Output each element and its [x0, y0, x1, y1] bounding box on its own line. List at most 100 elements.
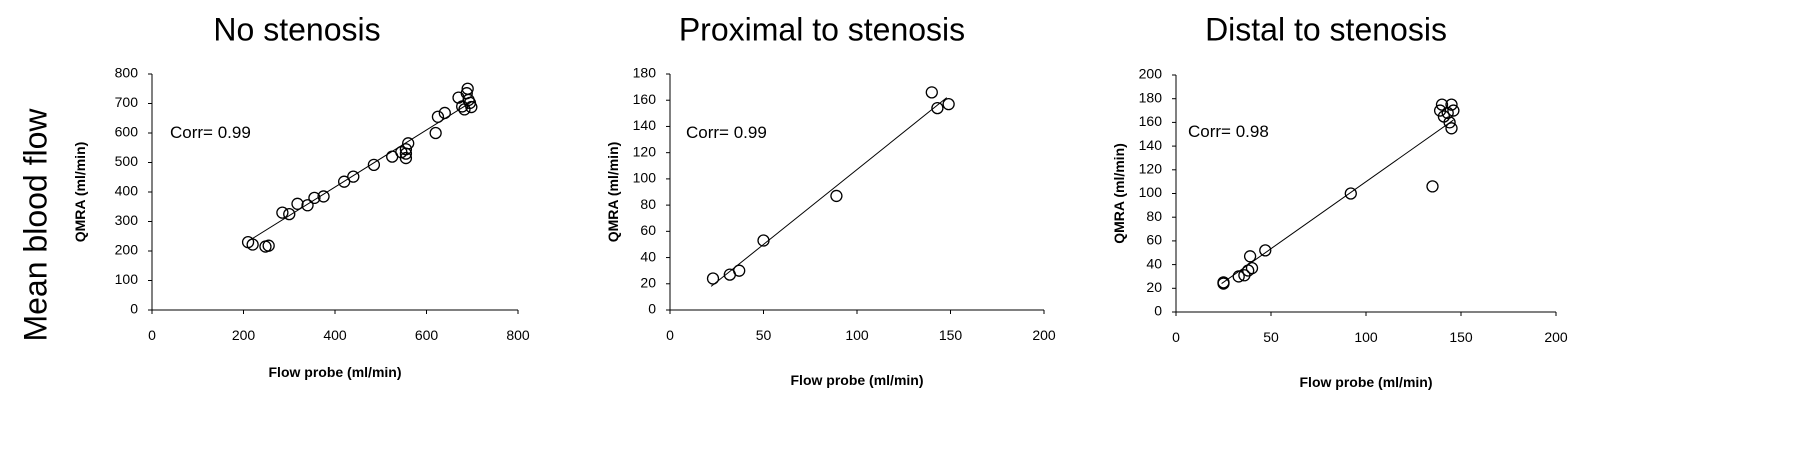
y-tick-label: 500 — [115, 153, 139, 169]
y-tick-label: 120 — [1139, 161, 1163, 177]
data-point — [830, 189, 843, 203]
y-tick-label: 100 — [115, 271, 139, 287]
data-point — [262, 239, 275, 252]
data-point — [1445, 122, 1458, 135]
y-tick-label: 80 — [640, 196, 656, 212]
y-tick-label: 180 — [1139, 89, 1163, 105]
data-point — [1433, 104, 1447, 117]
x-tick-label: 50 — [1263, 329, 1279, 345]
y-tick-label: 600 — [115, 124, 139, 140]
data-point — [706, 272, 720, 285]
y-tick-label: 80 — [1146, 208, 1162, 224]
x-tick-label: 600 — [415, 327, 439, 343]
data-point — [1443, 116, 1456, 129]
data-point — [1435, 98, 1449, 111]
chart-panel-no-stenosis: No stenosis 0 200 400 600 800 0 100 200 300 400 500… — [72, 11, 530, 380]
y-tick-label: 200 — [1139, 66, 1163, 82]
y-tick-label: 40 — [1146, 255, 1162, 271]
x-tick-label: 200 — [1544, 329, 1568, 345]
y-tick-label: 60 — [1146, 232, 1162, 248]
x-axis-label: Flow probe (ml/min) — [791, 372, 924, 388]
y-tick-label: 160 — [633, 91, 657, 107]
data-point — [291, 197, 304, 210]
data-point — [1243, 250, 1257, 263]
data-point — [367, 158, 381, 172]
data-point — [276, 206, 289, 219]
x-tick-label: 800 — [506, 327, 530, 343]
trend-line — [710, 97, 948, 287]
data-point — [942, 98, 955, 111]
x-tick-label: 200 — [232, 327, 256, 343]
chart-panel-proximal-to-stenosis: Proximal to stenosis 0 50 100 150 200 0 20 40 60 8… — [605, 11, 1056, 388]
x-axis-label: Flow probe (ml/min) — [269, 364, 402, 380]
data-point — [317, 190, 330, 203]
x-tick-label: 100 — [1354, 329, 1378, 345]
correlation-annotation: Corr= 0.98 — [1188, 122, 1269, 141]
y-tick-label: 0 — [1154, 303, 1162, 319]
x-tick-label: 100 — [845, 327, 869, 343]
data-point — [733, 264, 746, 277]
correlation-annotation: Corr= 0.99 — [170, 123, 251, 142]
trend-line — [1221, 119, 1454, 284]
x-tick-label: 150 — [939, 327, 963, 343]
chart-title: No stenosis — [213, 11, 380, 47]
y-tick-label: 300 — [115, 212, 139, 228]
x-tick-label: 0 — [666, 327, 674, 343]
data-point — [283, 207, 296, 221]
y-tick-label: 20 — [640, 274, 656, 290]
data-point — [1447, 104, 1460, 117]
y-tick-label: 0 — [130, 301, 138, 317]
chart-panel-distal-to-stenosis: Distal to stenosis 0 50 100 150 200 0 20 40 60 80 1… — [1111, 11, 1568, 390]
y-axis-label: QMRA (ml/min) — [72, 142, 88, 243]
data-point — [1344, 187, 1357, 200]
y-tick-label: 160 — [1139, 113, 1163, 129]
data-point — [1245, 262, 1259, 275]
data-point — [402, 137, 415, 150]
y-tick-label: 180 — [633, 65, 657, 81]
data-point — [931, 101, 944, 115]
data-point — [399, 143, 413, 156]
data-point — [1259, 244, 1272, 257]
data-point — [1445, 98, 1458, 111]
y-tick-label: 400 — [115, 183, 139, 199]
data-point — [337, 175, 351, 188]
y-axis-label: QMRA (ml/min) — [605, 142, 621, 243]
data-point — [438, 106, 451, 120]
x-tick-label: 0 — [148, 327, 156, 343]
y-tick-label: 100 — [633, 170, 657, 186]
data-point — [301, 199, 314, 212]
data-point — [757, 234, 770, 247]
y-tick-label: 100 — [1139, 184, 1163, 200]
x-axis-label: Flow probe (ml/min) — [1300, 374, 1433, 390]
y-tick-label: 40 — [640, 248, 656, 264]
y-tick-label: 200 — [115, 242, 139, 258]
y-tick-label: 120 — [633, 143, 657, 159]
y-tick-label: 800 — [115, 65, 139, 81]
y-axis-label: QMRA (ml/min) — [1111, 143, 1127, 244]
data-point — [429, 126, 442, 140]
data-point — [308, 191, 321, 205]
data-point — [347, 170, 360, 183]
x-tick-label: 200 — [1032, 327, 1056, 343]
data-point — [465, 100, 478, 114]
data-point — [456, 100, 469, 113]
data-point — [1232, 270, 1245, 283]
data-point — [925, 86, 938, 99]
y-tick-label: 700 — [115, 94, 139, 110]
chart-title: Distal to stenosis — [1205, 11, 1447, 47]
y-tick-label: 60 — [640, 222, 656, 238]
data-point — [246, 238, 259, 251]
y-tick-label: 0 — [648, 301, 656, 317]
x-tick-label: 50 — [756, 327, 772, 343]
row-label-text: Mean blood flow — [17, 108, 54, 342]
data-point — [1426, 180, 1439, 193]
y-tick-label: 20 — [1146, 279, 1162, 295]
x-tick-label: 400 — [323, 327, 347, 343]
data-point — [1217, 276, 1230, 289]
data-point — [399, 151, 413, 165]
data-point — [431, 110, 445, 123]
data-point — [1441, 106, 1454, 120]
chart-title: Proximal to stenosis — [679, 11, 965, 47]
x-tick-label: 150 — [1449, 329, 1473, 345]
x-tick-label: 0 — [1172, 329, 1180, 345]
